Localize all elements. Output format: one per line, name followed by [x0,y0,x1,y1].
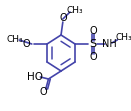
Text: O: O [89,26,97,36]
Text: O: O [39,87,47,97]
Text: CH₃: CH₃ [115,33,131,42]
Text: O: O [89,52,97,62]
Text: O: O [23,39,30,49]
Text: HO: HO [27,72,43,82]
Text: O: O [59,13,67,23]
Text: CH₃: CH₃ [6,35,23,44]
Text: NH: NH [102,39,116,49]
Text: CH₃: CH₃ [66,7,83,16]
Text: S: S [89,39,97,49]
